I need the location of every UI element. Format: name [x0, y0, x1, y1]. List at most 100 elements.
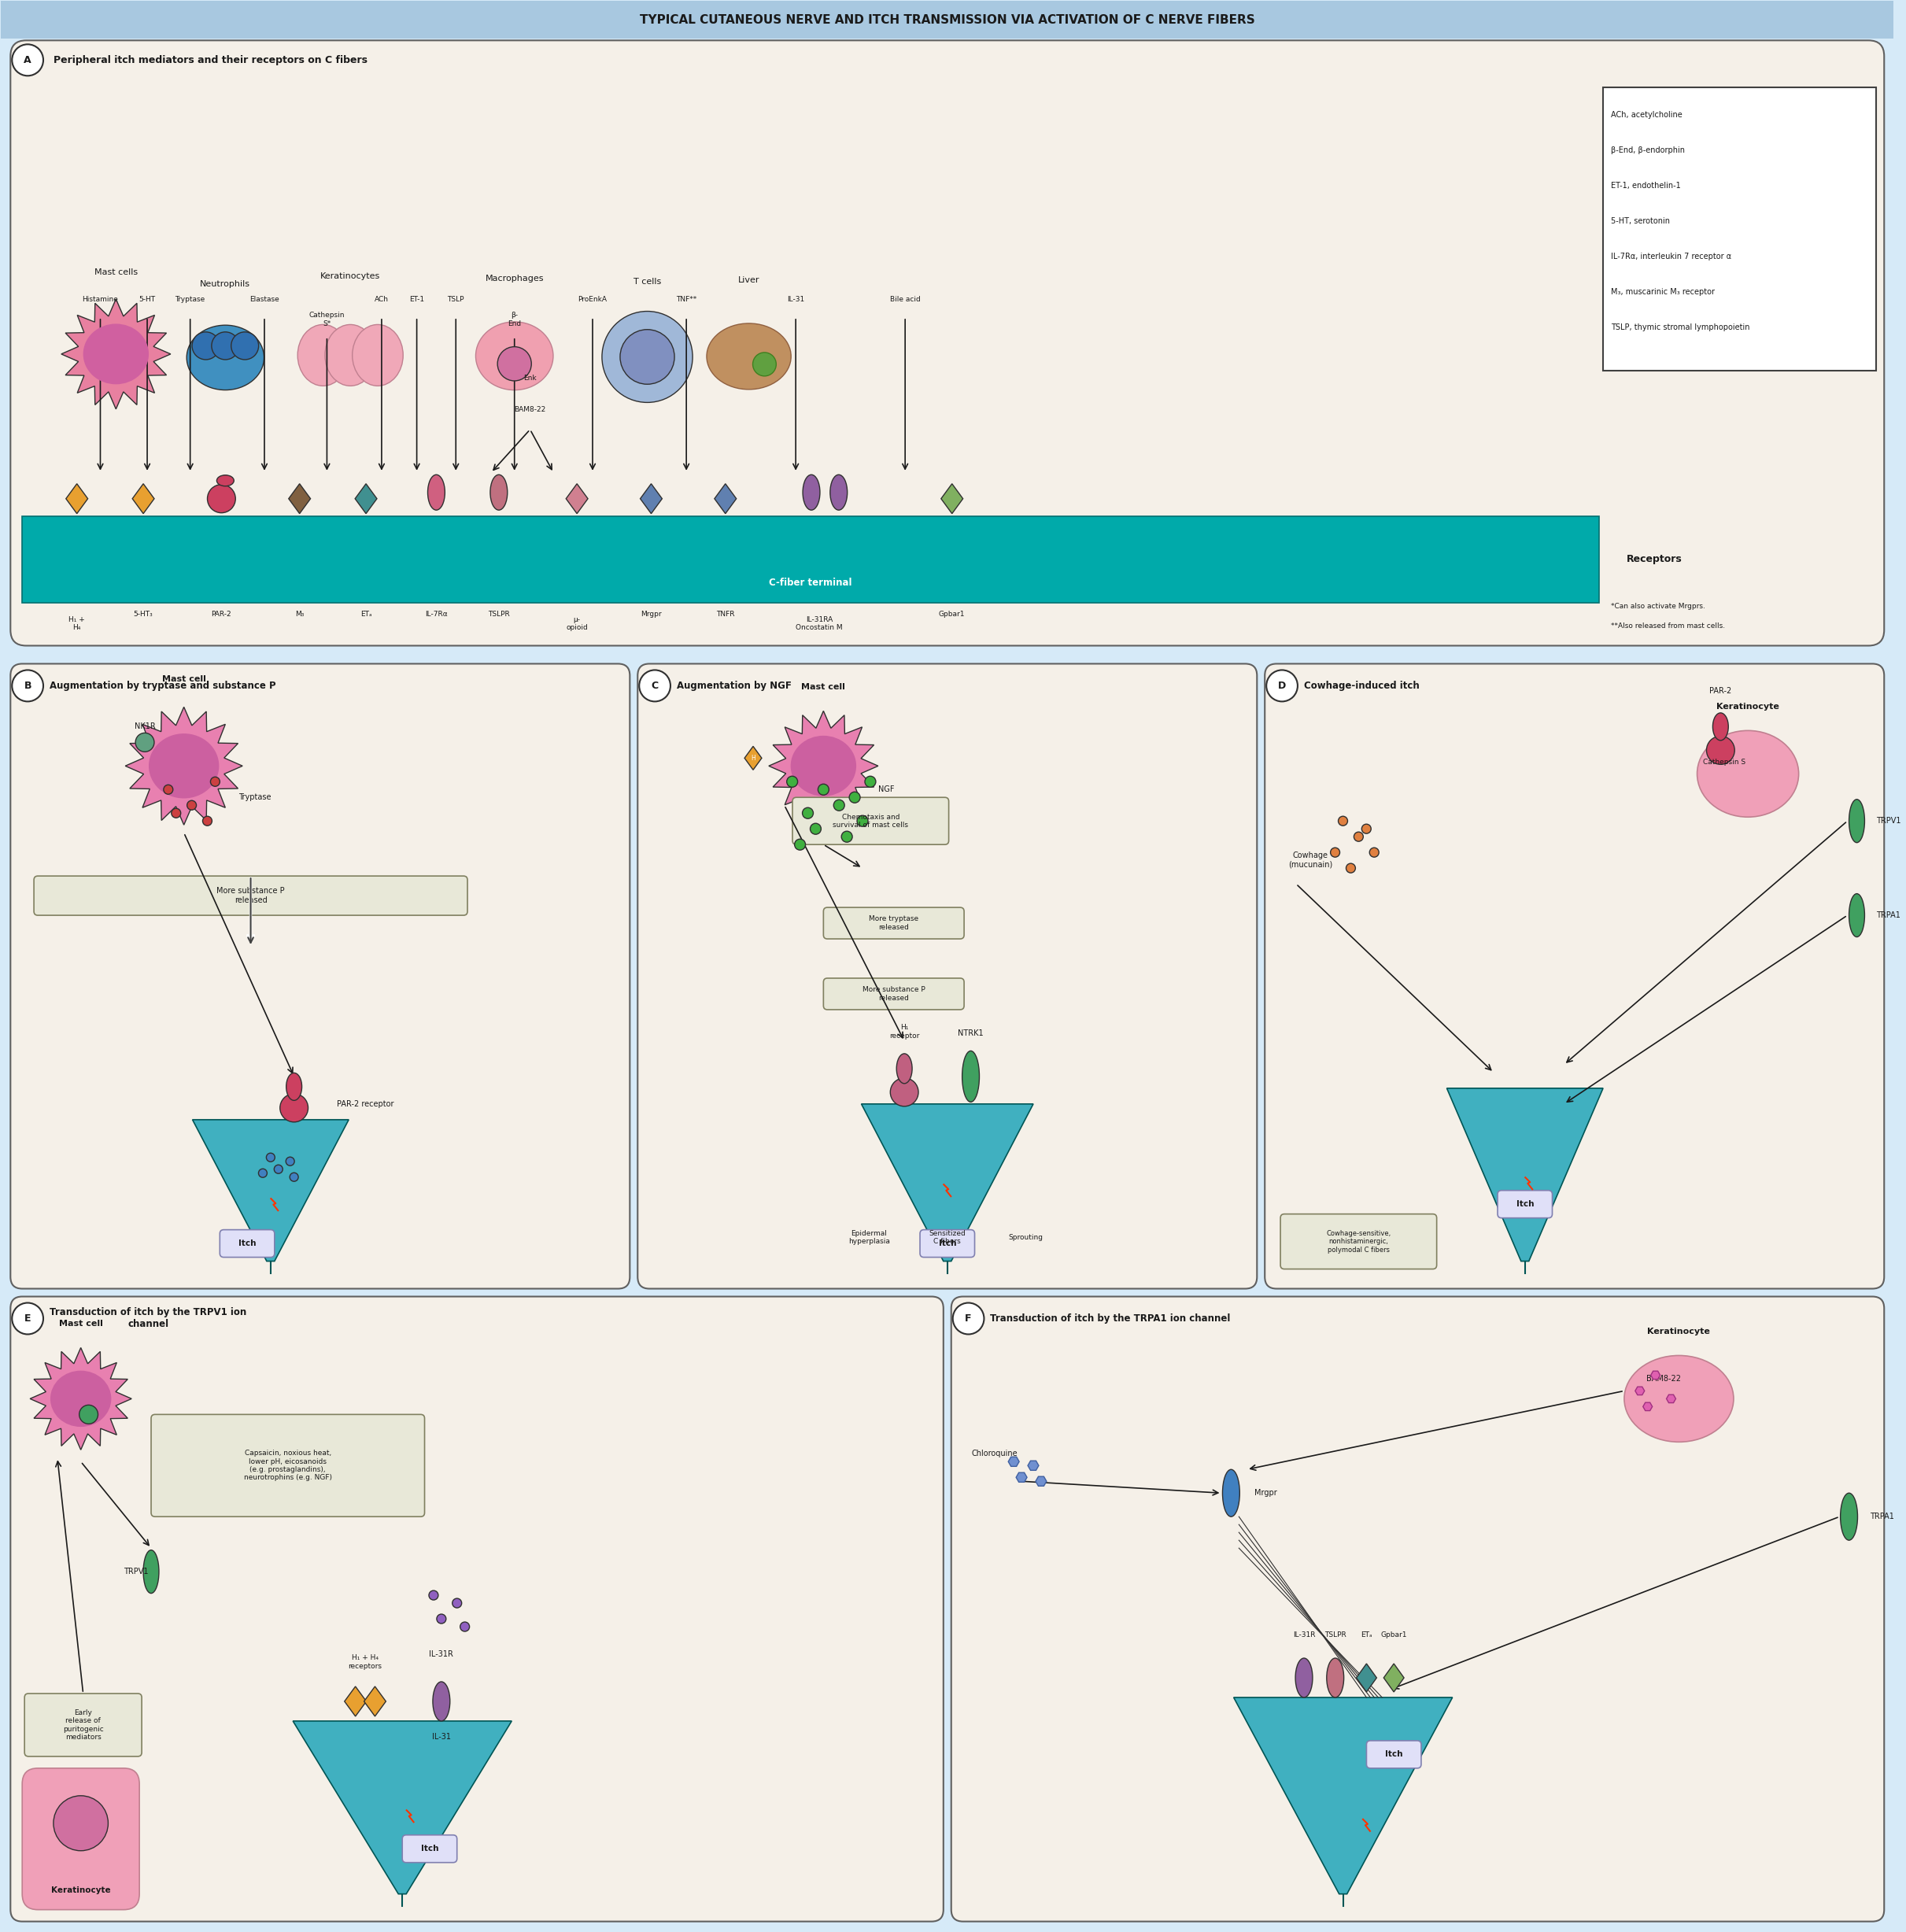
Circle shape — [193, 332, 219, 359]
Ellipse shape — [1624, 1356, 1734, 1441]
Polygon shape — [364, 1687, 385, 1716]
Circle shape — [1338, 815, 1348, 825]
Text: Tryptase: Tryptase — [238, 794, 271, 802]
Circle shape — [858, 815, 867, 827]
Ellipse shape — [1713, 713, 1729, 740]
Text: Liver: Liver — [738, 276, 760, 284]
Text: A: A — [25, 54, 30, 66]
Text: NTRK1: NTRK1 — [959, 1030, 983, 1037]
Text: Sprouting: Sprouting — [1008, 1235, 1043, 1240]
Text: ETₐ: ETₐ — [1361, 1631, 1372, 1638]
Ellipse shape — [963, 1051, 980, 1101]
FancyBboxPatch shape — [1281, 1213, 1437, 1269]
FancyBboxPatch shape — [639, 665, 1256, 1289]
Circle shape — [53, 1795, 109, 1851]
Ellipse shape — [497, 346, 532, 381]
Text: Cathepsin S: Cathepsin S — [1704, 759, 1746, 765]
Circle shape — [187, 800, 196, 810]
Text: TRPA1: TRPA1 — [1870, 1513, 1895, 1520]
Ellipse shape — [217, 475, 234, 487]
Polygon shape — [1016, 1472, 1027, 1482]
FancyBboxPatch shape — [402, 1835, 457, 1862]
Circle shape — [280, 1094, 309, 1122]
Text: Mrgpr: Mrgpr — [640, 611, 661, 618]
Ellipse shape — [490, 475, 507, 510]
Text: TYPICAL CUTANEOUS NERVE AND ITCH TRANSMISSION VIA ACTIVATION OF C NERVE FIBERS: TYPICAL CUTANEOUS NERVE AND ITCH TRANSMI… — [640, 14, 1254, 25]
FancyBboxPatch shape — [793, 798, 949, 844]
Ellipse shape — [791, 736, 856, 796]
Circle shape — [11, 1302, 44, 1335]
Text: μ-
opioid: μ- opioid — [566, 616, 587, 632]
Text: IL-31R: IL-31R — [1292, 1631, 1315, 1638]
Polygon shape — [132, 483, 154, 514]
Text: TNFR: TNFR — [717, 611, 734, 618]
Text: M₃: M₃ — [295, 611, 305, 618]
Ellipse shape — [1296, 1658, 1313, 1698]
Circle shape — [890, 1078, 919, 1107]
Text: Keratinocyte: Keratinocyte — [1647, 1327, 1710, 1335]
Text: Cathepsin
S*: Cathepsin S* — [309, 311, 345, 327]
Bar — [1603, 87, 1876, 371]
Ellipse shape — [1327, 1658, 1344, 1698]
Text: Elastase: Elastase — [250, 296, 280, 303]
Polygon shape — [355, 483, 377, 514]
Text: Peripheral itch mediators and their receptors on C fibers: Peripheral itch mediators and their rece… — [53, 54, 368, 66]
Circle shape — [436, 1613, 446, 1623]
Circle shape — [11, 44, 44, 75]
Circle shape — [11, 670, 44, 701]
Text: Chemotaxis and
survival of mast cells: Chemotaxis and survival of mast cells — [833, 813, 909, 829]
Circle shape — [1330, 848, 1340, 858]
Polygon shape — [126, 707, 242, 825]
Text: ProEnkA: ProEnkA — [578, 296, 608, 303]
Ellipse shape — [1841, 1493, 1858, 1540]
Bar — [2, 2, 1893, 39]
Circle shape — [267, 1153, 274, 1161]
Text: Mast cell: Mast cell — [162, 676, 206, 684]
Ellipse shape — [1849, 800, 1864, 842]
Circle shape — [802, 808, 814, 819]
Circle shape — [208, 485, 236, 512]
Circle shape — [1346, 864, 1355, 873]
Text: Augmentation by tryptase and substance P: Augmentation by tryptase and substance P — [50, 680, 276, 692]
Polygon shape — [1027, 1461, 1039, 1470]
Text: IL-31: IL-31 — [787, 296, 804, 303]
Polygon shape — [640, 483, 661, 514]
Polygon shape — [1008, 1457, 1020, 1466]
Ellipse shape — [297, 325, 349, 386]
Ellipse shape — [143, 1549, 158, 1594]
Text: Sensitized
C fibers: Sensitized C fibers — [928, 1231, 966, 1246]
Polygon shape — [30, 1349, 132, 1449]
Text: β-End, β-endorphin: β-End, β-endorphin — [1611, 147, 1685, 155]
Circle shape — [80, 1405, 97, 1424]
Polygon shape — [1357, 1663, 1376, 1692]
Text: H: H — [751, 755, 755, 761]
Text: Early
release of
puritogenic
mediators: Early release of puritogenic mediators — [63, 1710, 103, 1741]
Text: TSLPR: TSLPR — [488, 611, 509, 618]
FancyBboxPatch shape — [34, 875, 467, 916]
Ellipse shape — [896, 1053, 913, 1084]
Circle shape — [286, 1157, 294, 1165]
Text: Itch: Itch — [938, 1240, 957, 1248]
Ellipse shape — [427, 475, 444, 510]
Polygon shape — [768, 711, 879, 821]
Text: IL-31: IL-31 — [433, 1733, 452, 1741]
Text: Itch: Itch — [1386, 1750, 1403, 1758]
Text: Keratinocyte: Keratinocyte — [1717, 703, 1780, 711]
Ellipse shape — [1222, 1470, 1239, 1517]
Text: 5-HT, serotonin: 5-HT, serotonin — [1611, 216, 1670, 226]
Ellipse shape — [1696, 730, 1799, 817]
FancyBboxPatch shape — [10, 41, 1885, 645]
FancyBboxPatch shape — [1367, 1741, 1422, 1768]
FancyBboxPatch shape — [219, 1231, 274, 1258]
FancyBboxPatch shape — [10, 1296, 943, 1922]
Text: Chloroquine: Chloroquine — [972, 1449, 1018, 1459]
Text: Itch: Itch — [421, 1845, 438, 1853]
Circle shape — [953, 1302, 983, 1335]
Text: H₁ +
H₄: H₁ + H₄ — [69, 616, 86, 632]
Text: Mast cell: Mast cell — [801, 684, 846, 692]
Text: Enk: Enk — [524, 375, 537, 383]
Polygon shape — [942, 483, 963, 514]
Ellipse shape — [50, 1370, 111, 1428]
Ellipse shape — [353, 325, 402, 386]
Text: E: E — [25, 1314, 30, 1323]
